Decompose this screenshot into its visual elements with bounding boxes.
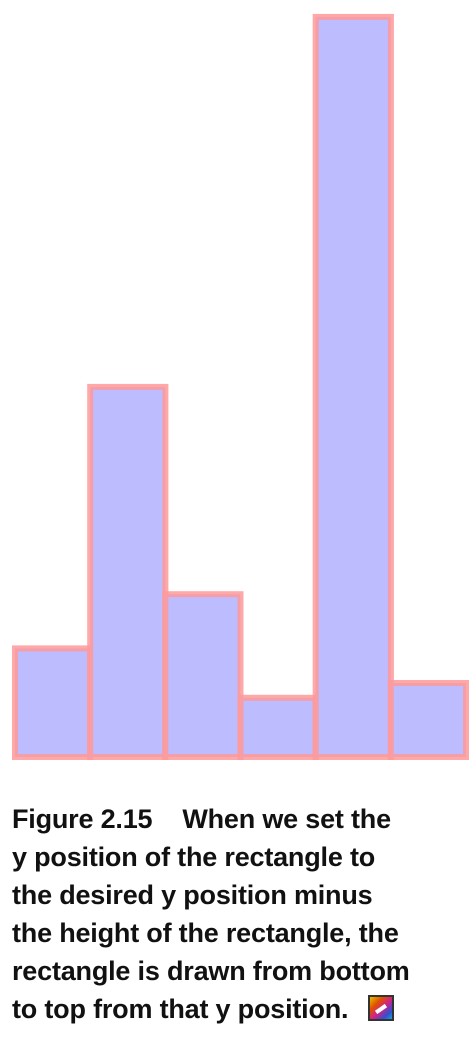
caption-line-4: the height of the rectangle, the bbox=[12, 918, 399, 948]
caption-text-1: When we set the bbox=[182, 804, 391, 834]
figure-label: Figure 2.15 bbox=[12, 804, 153, 834]
bar-2 bbox=[87, 383, 169, 760]
caption-line-3: the desired y position minus bbox=[12, 880, 373, 910]
caption-line-5: rectangle is drawn from bottom bbox=[12, 956, 410, 986]
figure-caption: Figure 2.15 When we set the y position of… bbox=[12, 800, 464, 1028]
bar-chart bbox=[12, 13, 469, 761]
bar-3 bbox=[162, 591, 244, 761]
bar-1 bbox=[12, 645, 94, 761]
bar-5 bbox=[312, 13, 394, 760]
figure-image-icon[interactable] bbox=[368, 995, 395, 1021]
caption-line-1: Figure 2.15 When we set the bbox=[12, 800, 464, 838]
caption-text-6: to top from that y position. bbox=[12, 994, 349, 1024]
caption-line-6: to top from that y position. bbox=[12, 990, 464, 1028]
caption-line-2: y position of the rectangle to bbox=[12, 842, 376, 872]
bar-4 bbox=[237, 694, 319, 760]
bar-6 bbox=[387, 680, 469, 760]
